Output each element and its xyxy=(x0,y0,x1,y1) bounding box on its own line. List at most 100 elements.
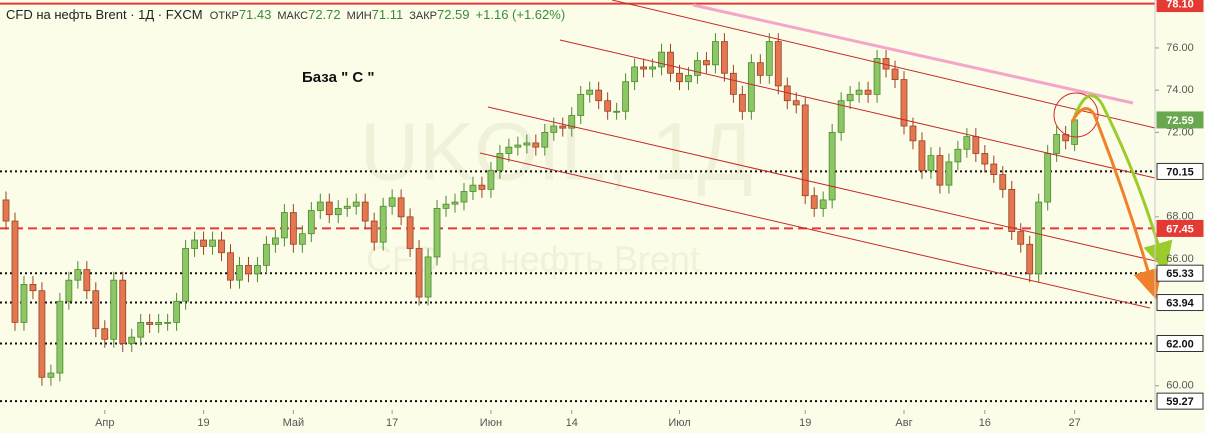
candle-body xyxy=(738,93,746,112)
candle-body xyxy=(721,41,728,74)
candle-body xyxy=(649,66,656,70)
candle-body xyxy=(523,142,531,146)
stat-value: 72.72 xyxy=(308,7,341,22)
candle-body xyxy=(379,205,387,243)
axes: 76.00 74.00 72.00 68.00 66.00 60.00 78.10 70.15… xyxy=(95,0,1204,429)
resistance-line xyxy=(692,3,1134,105)
price-label: 67.45 xyxy=(1166,223,1194,235)
candle-body xyxy=(505,146,513,154)
candle-body xyxy=(38,290,46,378)
candle-body xyxy=(514,144,522,148)
candle-body xyxy=(254,264,261,275)
symbol-title: CFD на нефть Brent · 1Д · FXCM xyxy=(6,7,203,22)
candle-body xyxy=(1035,201,1043,275)
price-label-bg xyxy=(1156,334,1204,352)
candles xyxy=(2,33,1079,386)
candle-body xyxy=(927,155,935,171)
candle-body xyxy=(658,51,665,68)
stat-value: 72.59 xyxy=(436,7,470,22)
price-label-bg xyxy=(1156,0,1204,13)
candle-body xyxy=(1071,119,1079,145)
candle-body xyxy=(1026,243,1034,275)
candle-body xyxy=(694,60,701,76)
candle-body xyxy=(298,233,306,245)
highlight-circle xyxy=(1053,92,1099,138)
candle-body xyxy=(729,72,737,95)
candle-body xyxy=(756,62,764,76)
y-tick-label: 66.00 xyxy=(1166,253,1194,265)
candle-body xyxy=(20,283,28,323)
price-label: 78.10 xyxy=(1166,0,1194,10)
candle-body xyxy=(792,100,800,106)
candle-body xyxy=(433,207,441,258)
candle-body xyxy=(496,153,504,171)
candle-body xyxy=(280,212,288,239)
candle-body xyxy=(837,100,845,133)
candle-body xyxy=(900,79,908,127)
stat-value: 71.11 xyxy=(371,7,404,22)
stat-label: МИН xyxy=(346,10,372,22)
candle-body xyxy=(101,328,109,340)
candle-body xyxy=(1044,153,1052,203)
candle-body xyxy=(631,66,638,83)
candle-body xyxy=(1008,188,1016,233)
candle-body xyxy=(891,68,899,80)
candle-body xyxy=(460,191,468,203)
candle-body xyxy=(846,93,854,102)
x-tick-label: Май xyxy=(283,417,305,429)
chart-header: CFD на нефть Brent · 1Д · FXCM ОТКР71.43… xyxy=(6,7,571,22)
annotation: База " С " xyxy=(302,69,374,86)
candle-body xyxy=(74,269,82,281)
candle-body xyxy=(909,125,917,142)
candle-body xyxy=(828,131,836,201)
stat-value: 71.43 xyxy=(238,7,272,22)
stat-label: МАКС xyxy=(277,10,309,22)
y-tick-label: 74.00 xyxy=(1166,84,1194,96)
candle-body xyxy=(218,239,225,254)
x-tick-label: Июн xyxy=(480,417,502,429)
levels xyxy=(0,2,1155,403)
candle-body xyxy=(954,148,962,163)
candle-body xyxy=(128,336,136,344)
candle-body xyxy=(765,41,773,76)
x-tick-label: 17 xyxy=(386,417,398,429)
candle-body xyxy=(981,153,989,165)
candle-body xyxy=(586,89,594,95)
change: +1.16 (+1.62%) xyxy=(475,7,566,22)
candle-body xyxy=(712,41,719,66)
candle-body xyxy=(92,290,100,330)
candle-body xyxy=(182,248,190,302)
candle-body xyxy=(191,239,198,249)
candle-body xyxy=(83,269,91,292)
y-tick-label: 60.00 xyxy=(1166,380,1194,392)
candle-body xyxy=(47,372,55,378)
stat-label: ЗАКР xyxy=(409,10,437,22)
y-tick-label: 68.00 xyxy=(1166,211,1194,223)
price-label: 59.27 xyxy=(1166,396,1194,408)
candle-body xyxy=(146,321,154,325)
candle-body xyxy=(110,279,118,340)
candle-body xyxy=(1017,231,1025,245)
candle-body xyxy=(11,220,19,323)
price-label-bg xyxy=(1156,264,1204,282)
candle-body xyxy=(855,89,863,95)
candle-body xyxy=(388,197,396,207)
candle-body xyxy=(271,237,279,245)
candle-body xyxy=(559,125,567,129)
x-tick-label: Июл xyxy=(668,417,690,429)
candle-body xyxy=(990,163,998,175)
candle-body xyxy=(65,279,73,302)
candle-body xyxy=(945,161,953,186)
candle-body xyxy=(568,115,576,129)
candle-body xyxy=(119,279,127,344)
candle-body xyxy=(200,239,207,247)
price-label: 62.00 xyxy=(1166,338,1194,350)
candle-body xyxy=(173,300,181,323)
x-tick-label: 16 xyxy=(979,417,991,429)
candle-body xyxy=(442,203,450,209)
candle-body xyxy=(352,201,360,207)
price-label: 63.94 xyxy=(1166,297,1194,309)
candle-body xyxy=(343,205,351,209)
candle-body xyxy=(316,201,324,211)
candle-body xyxy=(819,199,827,209)
